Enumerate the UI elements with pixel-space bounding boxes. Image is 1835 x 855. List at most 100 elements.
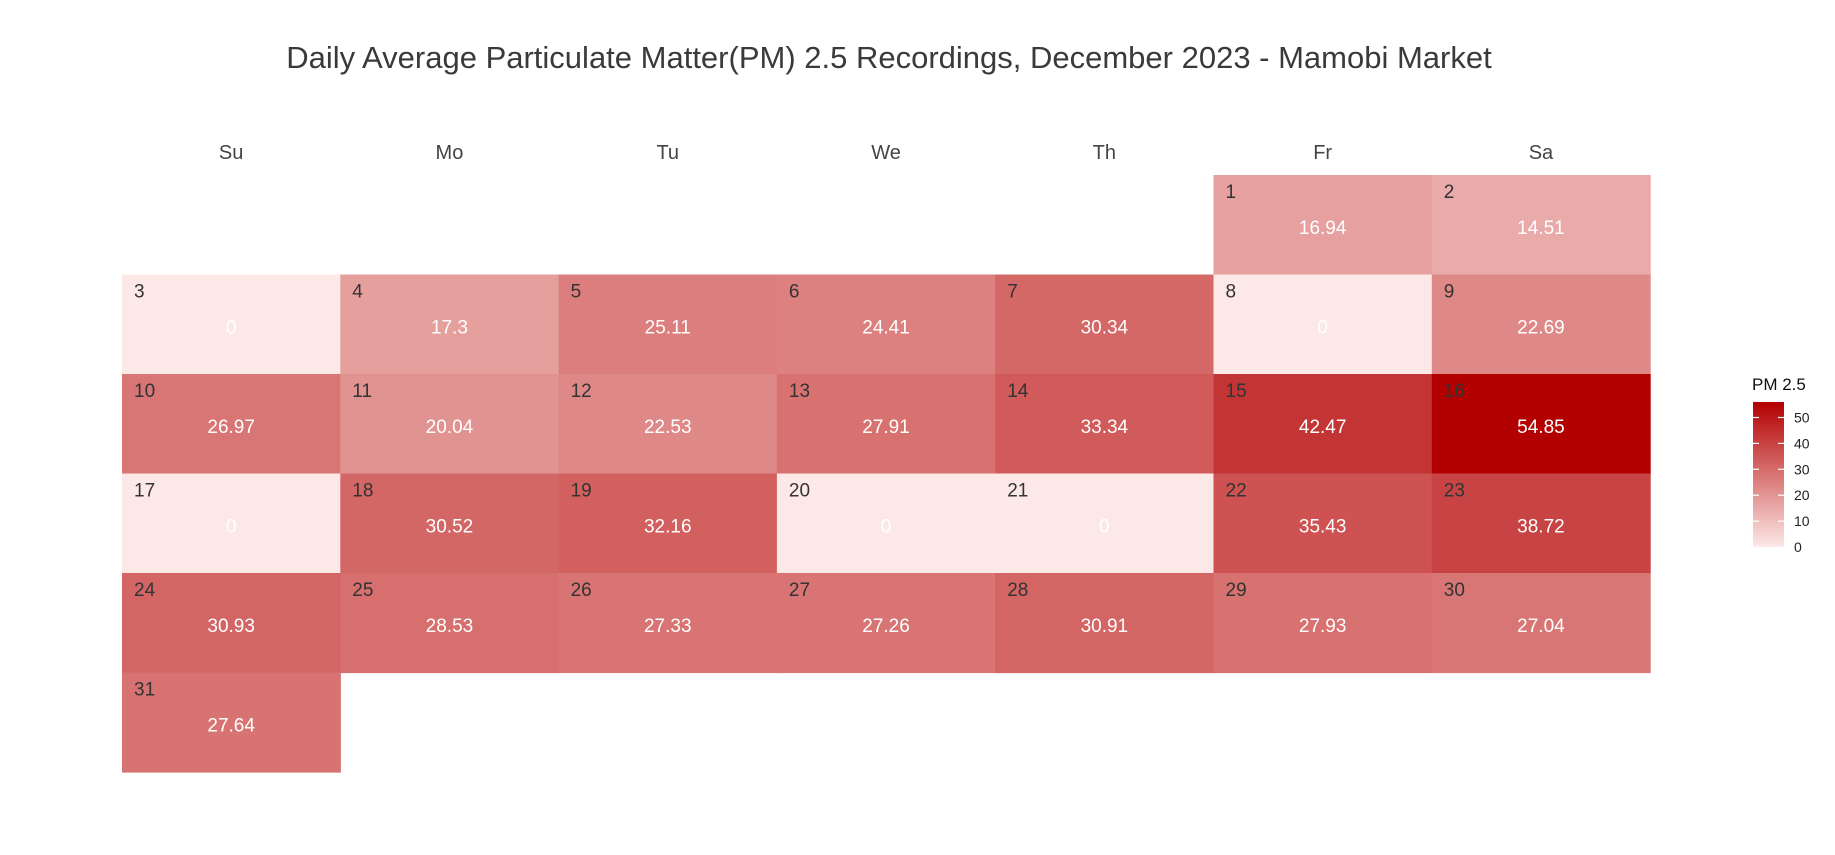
day-number: 11	[352, 381, 372, 402]
cell-value-label: 20.04	[426, 417, 474, 438]
day-number: 22	[1226, 481, 1247, 502]
day-cell	[1431, 374, 1651, 475]
day-cell	[995, 573, 1215, 674]
day-cell	[776, 274, 996, 375]
weekday-label: Fr	[1313, 142, 1332, 164]
day-cell	[558, 374, 778, 475]
day-cell	[1213, 573, 1433, 674]
day-cell	[1213, 274, 1433, 375]
legend-tick-label: 40	[1794, 435, 1810, 451]
day-cell	[340, 374, 560, 475]
day-number: 21	[1007, 481, 1028, 502]
day-cell	[1431, 274, 1651, 375]
day-number: 18	[352, 481, 373, 502]
cell-value-label: 30.52	[426, 517, 474, 538]
cell-value-label: 35.43	[1299, 517, 1347, 538]
legend-tick-label: 30	[1794, 461, 1810, 477]
chart-title: Daily Average Particulate Matter(PM) 2.5…	[286, 40, 1492, 75]
cell-value-label: 27.04	[1517, 616, 1565, 637]
day-cell	[1431, 473, 1651, 574]
day-cell	[776, 573, 996, 674]
day-number: 26	[571, 580, 592, 601]
day-number: 8	[1226, 282, 1237, 303]
day-number: 1	[1226, 182, 1237, 203]
cell-value-label: 30.93	[207, 616, 255, 637]
day-number: 23	[1444, 481, 1465, 502]
day-number: 30	[1444, 580, 1465, 601]
day-number: 7	[1007, 282, 1018, 303]
day-number: 3	[134, 282, 145, 303]
cell-value-label: 30.91	[1081, 616, 1129, 637]
day-cell	[1213, 175, 1433, 276]
day-number: 13	[789, 381, 810, 402]
day-number: 24	[134, 580, 156, 601]
day-cell	[995, 374, 1215, 475]
cell-value-label: 14.51	[1517, 218, 1565, 239]
day-cell	[995, 473, 1215, 574]
day-cell	[122, 672, 341, 773]
day-cell	[1213, 473, 1433, 574]
cell-value-label: 27.91	[862, 417, 910, 438]
cell-value-label: 0	[226, 318, 237, 339]
cell-value-label: 0	[881, 517, 892, 538]
cell-value-label: 38.72	[1517, 517, 1565, 538]
cell-value-label: 26.97	[207, 417, 255, 438]
day-cell	[340, 274, 560, 375]
day-number: 28	[1007, 580, 1028, 601]
day-cell	[776, 374, 996, 475]
day-number: 31	[134, 680, 155, 701]
day-cell	[122, 573, 341, 674]
day-cell	[995, 274, 1215, 375]
day-number: 9	[1444, 282, 1455, 303]
legend-tick-label: 10	[1794, 513, 1810, 529]
cell-value-label: 28.53	[426, 616, 474, 637]
day-cell	[558, 274, 778, 375]
day-number: 6	[789, 282, 800, 303]
day-number: 10	[134, 381, 155, 402]
day-number: 14	[1007, 381, 1029, 402]
cell-value-label: 16.94	[1299, 218, 1347, 239]
day-cell	[340, 473, 560, 574]
cell-value-label: 33.34	[1081, 417, 1129, 438]
day-number: 29	[1226, 580, 1247, 601]
cell-value-label: 27.64	[207, 716, 255, 737]
day-cell	[1431, 573, 1651, 674]
day-number: 17	[134, 481, 155, 502]
legend-tick-label: 50	[1794, 410, 1810, 426]
legend-colorbar	[1753, 402, 1784, 547]
day-number: 12	[571, 381, 592, 402]
day-number: 19	[571, 481, 592, 502]
cell-value-label: 0	[1317, 318, 1328, 339]
cell-value-label: 17.3	[431, 318, 468, 339]
day-number: 25	[352, 580, 373, 601]
day-number: 27	[789, 580, 810, 601]
day-cell	[1213, 374, 1433, 475]
cell-value-label: 22.69	[1517, 318, 1565, 339]
day-cell	[776, 473, 996, 574]
cell-value-label: 27.93	[1299, 616, 1347, 637]
weekday-label: Mo	[436, 142, 464, 164]
weekday-label: Tu	[656, 142, 679, 164]
legend-tick-label: 20	[1794, 487, 1810, 503]
cell-value-label: 42.47	[1299, 417, 1347, 438]
day-number: 2	[1444, 182, 1455, 203]
legend-title: PM 2.5	[1752, 375, 1806, 394]
cell-value-label: 0	[226, 517, 237, 538]
day-number: 5	[571, 282, 582, 303]
cell-value-label: 25.11	[645, 318, 691, 339]
day-cell	[122, 374, 341, 475]
day-cell	[558, 473, 778, 574]
day-cell	[122, 473, 341, 574]
legend-tick-label: 0	[1794, 539, 1802, 555]
day-number: 4	[352, 282, 363, 303]
day-cell	[1431, 175, 1651, 276]
weekday-label: Th	[1093, 142, 1116, 164]
day-cell	[122, 274, 341, 375]
weekday-label: Su	[219, 142, 243, 164]
weekday-label: Sa	[1529, 142, 1554, 164]
cell-value-label: 30.34	[1081, 318, 1129, 339]
cell-value-label: 0	[1099, 517, 1110, 538]
day-number: 16	[1444, 381, 1465, 402]
day-cell	[340, 573, 560, 674]
